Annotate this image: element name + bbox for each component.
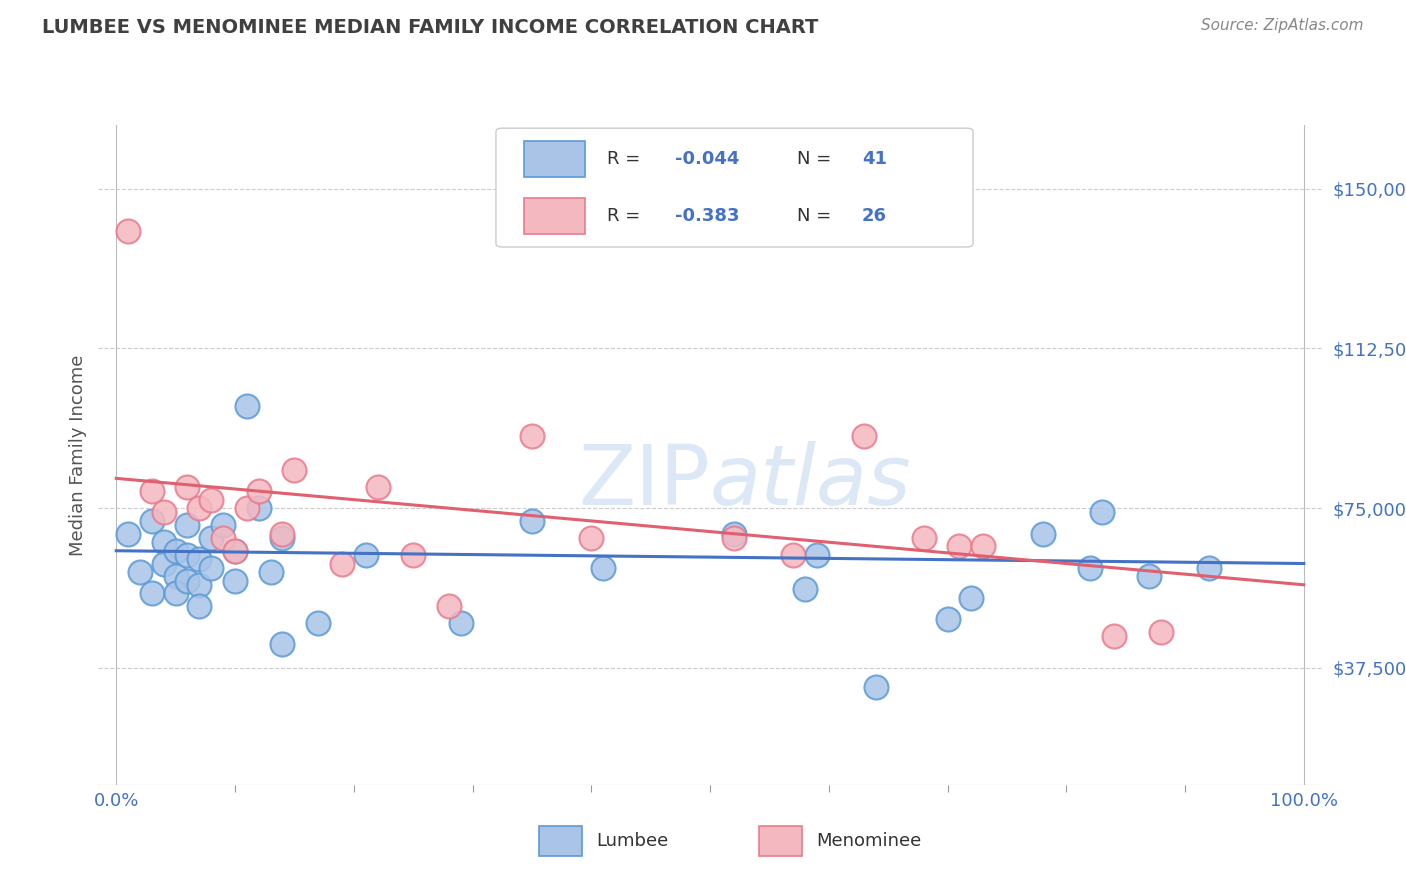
Point: [1139, 569, 1161, 583]
Point: [865, 680, 887, 694]
Point: [1102, 629, 1125, 643]
Point: [212, 531, 235, 545]
Text: -0.383: -0.383: [675, 207, 740, 225]
Point: [176, 548, 198, 562]
Point: [520, 429, 543, 443]
Point: [402, 548, 425, 562]
Point: [912, 531, 935, 545]
Text: N =: N =: [797, 207, 837, 225]
FancyBboxPatch shape: [538, 826, 582, 856]
Point: [581, 531, 603, 545]
Point: [1150, 624, 1173, 639]
Point: [176, 480, 198, 494]
Point: [188, 578, 211, 592]
Point: [782, 548, 804, 562]
Point: [1198, 561, 1220, 575]
Point: [307, 616, 329, 631]
Point: [972, 540, 994, 554]
Point: [437, 599, 460, 613]
Point: [330, 557, 353, 571]
Point: [176, 574, 198, 588]
Point: [188, 501, 211, 516]
Point: [948, 540, 970, 554]
Point: [271, 526, 294, 541]
Text: N =: N =: [797, 150, 837, 169]
Point: [236, 501, 259, 516]
FancyBboxPatch shape: [524, 141, 585, 178]
FancyBboxPatch shape: [524, 198, 585, 234]
Point: [236, 399, 259, 413]
Point: [224, 543, 246, 558]
Point: [224, 574, 246, 588]
Point: [129, 565, 152, 579]
Point: [188, 552, 211, 566]
Point: [117, 224, 139, 238]
Point: [152, 557, 174, 571]
Text: Menominee: Menominee: [817, 832, 922, 850]
Point: [1032, 526, 1054, 541]
Point: [247, 484, 270, 499]
Point: [141, 586, 163, 600]
Point: [366, 480, 388, 494]
Point: [960, 591, 983, 605]
Point: [794, 582, 817, 596]
Text: 41: 41: [862, 150, 887, 169]
Point: [723, 526, 745, 541]
Text: R =: R =: [607, 150, 647, 169]
Point: [165, 569, 187, 583]
Point: [271, 531, 294, 545]
Point: [117, 526, 139, 541]
Text: R =: R =: [607, 207, 647, 225]
Point: [188, 599, 211, 613]
Point: [1091, 505, 1114, 519]
Point: [165, 543, 187, 558]
Point: [165, 586, 187, 600]
Point: [354, 548, 377, 562]
Point: [200, 561, 222, 575]
Point: [141, 484, 163, 499]
Point: [141, 514, 163, 528]
Text: -0.044: -0.044: [675, 150, 740, 169]
Point: [224, 543, 246, 558]
Point: [853, 429, 876, 443]
Text: LUMBEE VS MENOMINEE MEDIAN FAMILY INCOME CORRELATION CHART: LUMBEE VS MENOMINEE MEDIAN FAMILY INCOME…: [42, 18, 818, 37]
Point: [152, 535, 174, 549]
Point: [200, 531, 222, 545]
Y-axis label: Median Family Income: Median Family Income: [69, 354, 87, 556]
Point: [806, 548, 828, 562]
Point: [592, 561, 614, 575]
Point: [283, 463, 305, 477]
Point: [936, 612, 959, 626]
Point: [152, 505, 174, 519]
FancyBboxPatch shape: [759, 826, 801, 856]
Point: [723, 531, 745, 545]
FancyBboxPatch shape: [496, 128, 973, 247]
Point: [520, 514, 543, 528]
Text: 26: 26: [862, 207, 887, 225]
Text: Source: ZipAtlas.com: Source: ZipAtlas.com: [1201, 18, 1364, 33]
Point: [1078, 561, 1101, 575]
Point: [259, 565, 281, 579]
Point: [271, 637, 294, 651]
Point: [450, 616, 472, 631]
Point: [247, 501, 270, 516]
Point: [212, 518, 235, 533]
Text: atlas: atlas: [710, 441, 911, 522]
Text: ZIP: ZIP: [578, 441, 710, 522]
Point: [200, 492, 222, 507]
Text: Lumbee: Lumbee: [596, 832, 668, 850]
Point: [176, 518, 198, 533]
